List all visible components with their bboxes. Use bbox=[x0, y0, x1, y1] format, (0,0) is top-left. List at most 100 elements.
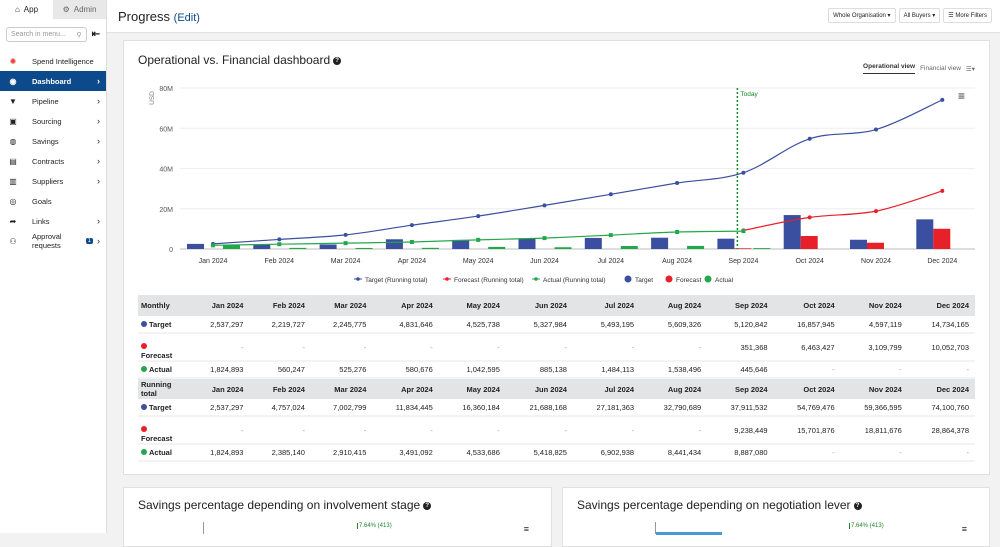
y-tick-label: 40M bbox=[159, 167, 173, 174]
table-row-monthly-actual: Actual 1,824,893 560,247 525,276 580,676 1,04… bbox=[138, 361, 975, 379]
menu-search-input[interactable]: Search in menu... ⚲ bbox=[6, 27, 87, 42]
point-actual bbox=[409, 239, 414, 244]
sidebar-item-sourcing[interactable]: ▣ Sourcing › bbox=[9, 116, 100, 126]
legend-item[interactable]: Forecast (Running total) bbox=[454, 277, 524, 284]
gear-icon: ⚙ bbox=[62, 5, 70, 14]
point-target bbox=[343, 232, 348, 237]
sidebar-item-pipeline[interactable]: ▼ Pipeline › bbox=[9, 96, 100, 106]
edit-link[interactable]: (Edit) bbox=[173, 12, 200, 24]
table-cell: 1,824,893 bbox=[188, 444, 250, 462]
chevron-right-icon: › bbox=[97, 176, 100, 186]
legend-item[interactable]: Forecast bbox=[676, 277, 701, 284]
table-cell: 445,646 bbox=[707, 361, 774, 379]
x-tick-label: May 2024 bbox=[463, 258, 494, 265]
table-cell: 54,769,476 bbox=[773, 399, 841, 417]
y-axis-label: USD bbox=[149, 91, 156, 105]
legend-item[interactable]: Target (Running total) bbox=[365, 277, 428, 284]
sidebar-item-links[interactable]: ➦ Links › bbox=[9, 216, 100, 226]
help-icon[interactable]: ? bbox=[333, 56, 342, 65]
sidebar-item-suppliers[interactable]: ▥ Suppliers › bbox=[9, 176, 100, 186]
point-actual bbox=[343, 241, 348, 246]
table-cell: 28,864,378 bbox=[907, 416, 975, 445]
negotiation-lever-card: Savings percentage depending on negotiat… bbox=[562, 487, 990, 547]
tab-admin[interactable]: ⚙ Admin bbox=[53, 0, 106, 19]
table-cell: 9,238,449 bbox=[707, 416, 774, 445]
sidebar-item-savings[interactable]: ◍ Savings › bbox=[9, 136, 101, 146]
y-tick-label: 80M bbox=[159, 86, 173, 93]
table-cell: 560,247 bbox=[249, 361, 311, 379]
help-icon[interactable]: ? bbox=[853, 501, 862, 510]
bar bbox=[656, 532, 722, 535]
financial-view-tab[interactable]: Financial view bbox=[920, 65, 961, 72]
goals-icon: ◎ bbox=[9, 196, 17, 206]
card-title: Operational vs. Financial dashboard? bbox=[138, 53, 342, 67]
table-cell: - bbox=[249, 416, 311, 445]
x-tick-label: Dec 2024 bbox=[927, 258, 957, 265]
bar-actual bbox=[289, 247, 307, 249]
legend-marker bbox=[356, 277, 360, 281]
point-forecast bbox=[874, 209, 878, 214]
table-cell: - bbox=[640, 416, 708, 445]
bar-target bbox=[651, 237, 669, 249]
axis-line bbox=[203, 522, 204, 534]
table-cell: 32,790,689 bbox=[640, 399, 708, 417]
bar-target bbox=[850, 239, 867, 249]
organisation-filter[interactable]: Whole Organisation ▾ bbox=[828, 8, 896, 23]
sidebar-item-spend-intelligence[interactable]: ✺ Spend Intelligence bbox=[9, 56, 94, 66]
sourcing-icon: ▣ bbox=[9, 116, 17, 126]
legend-item[interactable]: Target bbox=[635, 277, 653, 284]
chevron-right-icon: › bbox=[97, 216, 100, 226]
x-tick-label: Mar 2024 bbox=[331, 258, 361, 265]
collapse-sidebar-icon[interactable]: ⇤ bbox=[91, 29, 100, 40]
sidebar: ⌂ App ⚙ Admin Search in menu... ⚲ ⇤ ✺ Spend … bbox=[0, 0, 107, 533]
sidebar-item-dashboard[interactable]: ◉ Dashboard › bbox=[0, 71, 106, 91]
operational-view-tab[interactable]: Operational view bbox=[863, 63, 916, 74]
chart-menu-icon[interactable]: ≡ bbox=[961, 524, 967, 534]
legend-dot bbox=[141, 320, 147, 327]
more-filters-button[interactable]: ☰ More Filters bbox=[943, 8, 992, 23]
table-cell: 525,276 bbox=[310, 361, 373, 379]
table-cell: - bbox=[372, 333, 439, 362]
x-tick-label: Sep 2024 bbox=[728, 258, 758, 265]
bar-actual bbox=[687, 245, 705, 249]
table-cell: - bbox=[773, 444, 841, 462]
legend-item[interactable]: Actual (Running total) bbox=[543, 277, 606, 284]
bar-target bbox=[452, 239, 470, 249]
sidebar-item-goals[interactable]: ◎ Goals bbox=[9, 196, 52, 206]
table-cell: 27,181,363 bbox=[572, 399, 641, 417]
y-tick-label: 0 bbox=[169, 247, 173, 254]
today-label: Today bbox=[740, 91, 758, 98]
sidebar-item-approval-requests[interactable]: ⚇ Approval requests 1 › bbox=[9, 232, 100, 250]
bar-forecast bbox=[800, 235, 818, 249]
card-title: Savings percentage depending on involvem… bbox=[138, 498, 432, 512]
dashboard-icon: ◉ bbox=[9, 76, 17, 86]
contracts-icon: ▤ bbox=[9, 156, 17, 166]
tab-app[interactable]: ⌂ App bbox=[14, 5, 39, 14]
y-tick-label: 20M bbox=[159, 207, 173, 214]
table-cell: 1,042,595 bbox=[438, 361, 506, 379]
chart-menu-icon[interactable]: ≡ bbox=[958, 89, 965, 103]
view-menu-icon[interactable]: ☰▾ bbox=[965, 65, 975, 73]
legend-marker bbox=[624, 275, 632, 283]
today-annotation: 7.64% (413) bbox=[849, 523, 884, 529]
point-actual bbox=[741, 229, 746, 234]
table-cell: 4,757,024 bbox=[249, 399, 311, 417]
table-cell: 2,537,297 bbox=[188, 316, 250, 334]
bar-target bbox=[319, 244, 337, 249]
table-cell: - bbox=[572, 416, 641, 445]
x-tick-label: Jul 2024 bbox=[598, 258, 625, 265]
help-icon[interactable]: ? bbox=[423, 501, 432, 510]
point-target bbox=[409, 223, 414, 228]
buyers-filter[interactable]: All Buyers ▾ bbox=[898, 8, 941, 23]
point-actual bbox=[608, 233, 613, 238]
legend-marker bbox=[704, 275, 712, 283]
top-bar: Progress (Edit) Whole Organisation ▾ All… bbox=[107, 0, 1000, 33]
sidebar-item-contracts[interactable]: ▤ Contracts › bbox=[9, 156, 100, 166]
table-cell: 15,701,876 bbox=[773, 416, 841, 445]
chart-menu-icon[interactable]: ≡ bbox=[523, 524, 529, 534]
legend-item[interactable]: Actual bbox=[715, 277, 734, 284]
x-tick-label: Feb 2024 bbox=[265, 258, 295, 265]
bar-forecast bbox=[734, 248, 752, 249]
chevron-right-icon: › bbox=[97, 76, 100, 86]
search-icon: ⚲ bbox=[76, 31, 82, 39]
